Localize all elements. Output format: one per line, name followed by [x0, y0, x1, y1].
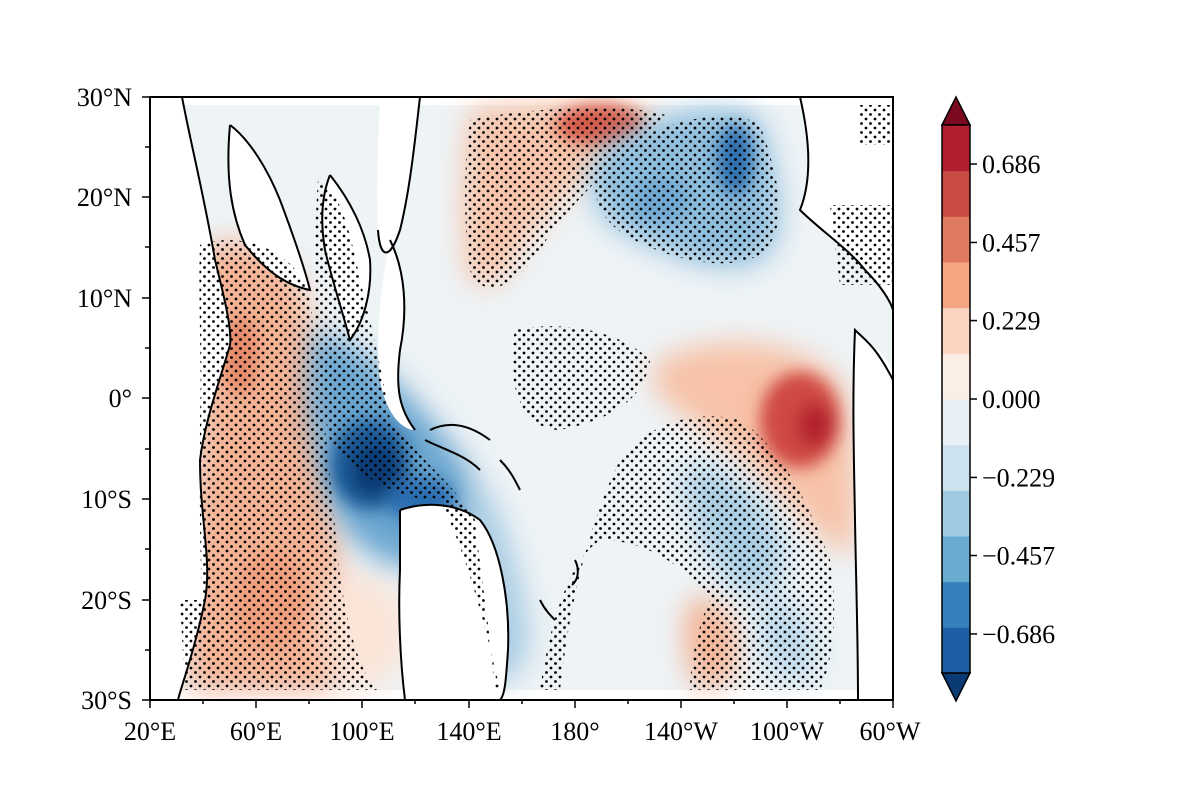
- y-major-ticks: [142, 96, 150, 701]
- colorbar-segment: [942, 536, 970, 583]
- colorbar-tick-label: 0.686: [982, 150, 1041, 179]
- x-tick-label: 100°E: [329, 717, 394, 746]
- colorbar-segment: [942, 627, 970, 674]
- colorbar-tick-label: 0.229: [982, 307, 1041, 336]
- y-tick-label: 0°: [109, 384, 132, 413]
- colorbar-segment: [942, 262, 970, 309]
- x-tick-label: 60°W: [860, 717, 921, 746]
- x-tick-label: 180°: [550, 717, 599, 746]
- y-tick-label: 20°S: [81, 586, 132, 615]
- colorbar-segment: [942, 490, 970, 537]
- colorbar-extend-min: [940, 672, 972, 703]
- x-tick-label: 140°E: [436, 717, 501, 746]
- contour-field: [150, 97, 893, 700]
- y-tick-label: 30°S: [81, 686, 132, 715]
- x-tick-label: 20°E: [124, 717, 176, 746]
- y-minor-ticks: [145, 146, 150, 651]
- colorbar-tick-label: −0.229: [982, 463, 1055, 492]
- x-tick-label: 100°W: [750, 717, 824, 746]
- colorbar-tick-label: 0.457: [982, 228, 1041, 257]
- map-panel: 30°N 20°N 10°N 0° 10°S 20°S 30°S 20°E 60…: [77, 83, 921, 746]
- y-tick-label: 10°S: [81, 485, 132, 514]
- y-tick-label: 10°N: [77, 284, 132, 313]
- colorbar-tick-label: 0.000: [982, 385, 1041, 414]
- x-tick-label: 60°E: [230, 717, 282, 746]
- colorbar-segment: [942, 170, 970, 217]
- significance-stippling: [180, 105, 893, 690]
- colorbar-tick-label: −0.686: [982, 620, 1055, 649]
- colorbar-ticks: [970, 163, 977, 635]
- colorbar-segment: [942, 307, 970, 354]
- coastlines: [177, 97, 893, 700]
- colorbar-segment: [942, 444, 970, 491]
- colorbar: 0.686 0.457 0.229 0.000 −0.229 −0.457 −0.686: [940, 95, 1055, 703]
- y-tick-label: 30°N: [77, 83, 132, 112]
- colorbar-tick-labels: 0.686 0.457 0.229 0.000 −0.229 −0.457 −0.686: [982, 150, 1055, 649]
- x-tick-label: 140°W: [644, 717, 718, 746]
- colorbar-segment: [942, 125, 970, 172]
- colorbar-segment: [942, 399, 970, 446]
- colorbar-segment: [942, 216, 970, 263]
- colorbar-segment: [942, 581, 970, 628]
- x-tick-labels: 20°E 60°E 100°E 140°E 180° 140°W 100°W 6…: [124, 717, 921, 746]
- x-ticks: [149, 700, 894, 708]
- colorbar-segment: [942, 353, 970, 400]
- colorbar-segments: [940, 95, 972, 703]
- colorbar-extend-max: [940, 95, 972, 126]
- y-tick-labels: 30°N 20°N 10°N 0° 10°S 20°S 30°S: [77, 83, 132, 715]
- colorbar-tick-label: −0.457: [982, 542, 1055, 571]
- y-tick-label: 20°N: [77, 183, 132, 212]
